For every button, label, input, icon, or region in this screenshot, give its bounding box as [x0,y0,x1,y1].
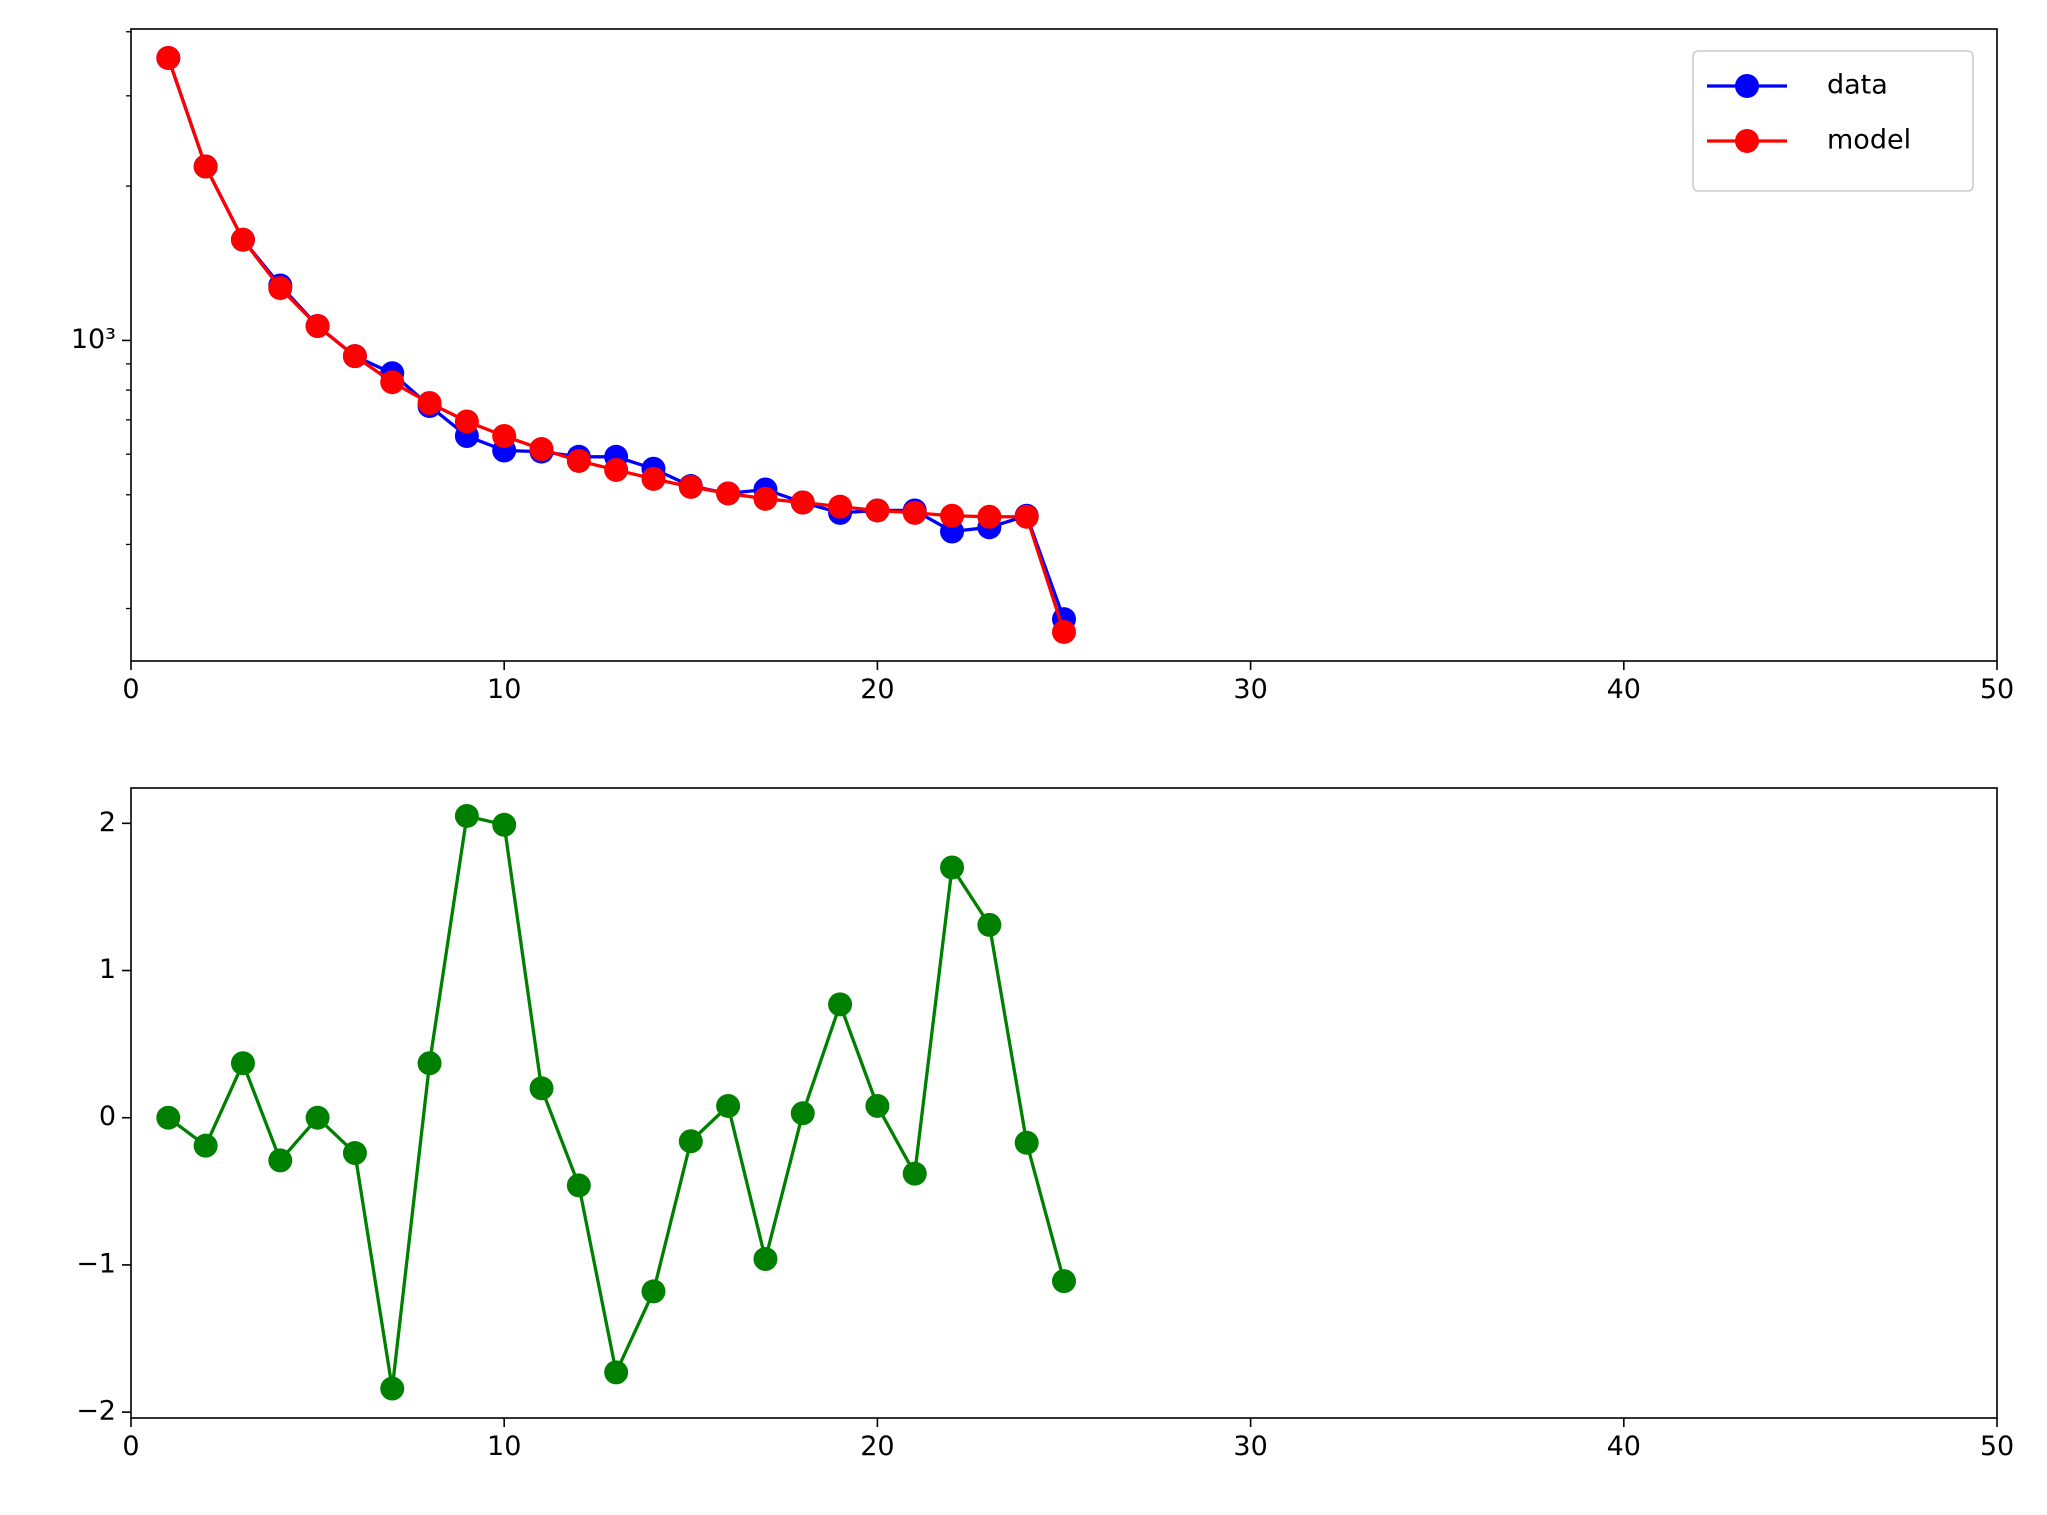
point [790,1101,815,1126]
point [604,1360,629,1385]
point [342,344,367,369]
point [454,409,479,434]
point [678,1129,703,1154]
point [940,855,965,880]
point [641,466,666,491]
axes-frame [130,28,1998,662]
point [454,803,479,828]
point [1014,504,1039,529]
point [902,1161,927,1186]
point [940,503,965,528]
point [529,1076,554,1101]
legend-label: model [1827,125,1911,156]
point [753,486,778,511]
axes-frame [130,787,1998,1419]
point [305,1105,330,1130]
x-tick-label: 0 [122,674,139,705]
y-tick-label: 0 [99,1101,116,1132]
y-tick-label: 1 [99,954,116,985]
point [156,45,181,70]
x-tick-label: 40 [1607,1431,1641,1462]
point [977,912,1002,937]
point [193,1133,218,1158]
point [566,1173,591,1198]
point [492,812,517,837]
x-tick-label: 30 [1233,674,1267,705]
point [1014,1130,1039,1155]
point [230,1051,255,1076]
x-tick-label: 20 [860,674,894,705]
x-tick-label: 10 [487,674,521,705]
point [977,504,1002,529]
point [417,391,442,416]
point [380,1376,405,1401]
point [716,481,741,506]
point [193,154,218,179]
y-tick-label: 2 [99,807,116,838]
y-tick-label: 10³ [71,324,116,355]
point [156,1105,181,1130]
legend-marker [1735,74,1759,98]
point [678,474,703,499]
x-tick-label: 50 [1980,1431,2014,1462]
point [604,457,629,482]
point [566,448,591,473]
x-tick-label: 10 [487,1431,521,1462]
point [492,424,517,449]
point [230,227,255,252]
point [828,992,853,1017]
legend-label: data [1827,70,1888,101]
point [1052,1269,1076,1294]
point [790,490,815,515]
series-line [166,57,1066,620]
y-tick-label: −1 [76,1248,116,1279]
point [529,437,554,462]
x-tick-label: 50 [1980,674,2014,705]
point [902,500,927,525]
point [305,313,330,338]
point [268,276,293,301]
series-line [167,813,1066,1389]
point [342,1141,367,1166]
point [865,498,890,523]
point [753,1247,778,1272]
point [1052,619,1076,644]
x-tick-label: 20 [860,1431,894,1462]
x-tick-label: 30 [1233,1431,1267,1462]
y-tick-label: −2 [76,1396,116,1427]
point [268,1148,293,1173]
series-line [166,57,1066,633]
point [828,494,853,519]
x-tick-label: 40 [1607,674,1641,705]
point [380,370,405,395]
point [716,1093,741,1118]
point [417,1051,442,1076]
point [641,1279,666,1304]
point [865,1093,890,1118]
x-tick-label: 0 [122,1431,139,1462]
legend-marker [1735,129,1759,153]
